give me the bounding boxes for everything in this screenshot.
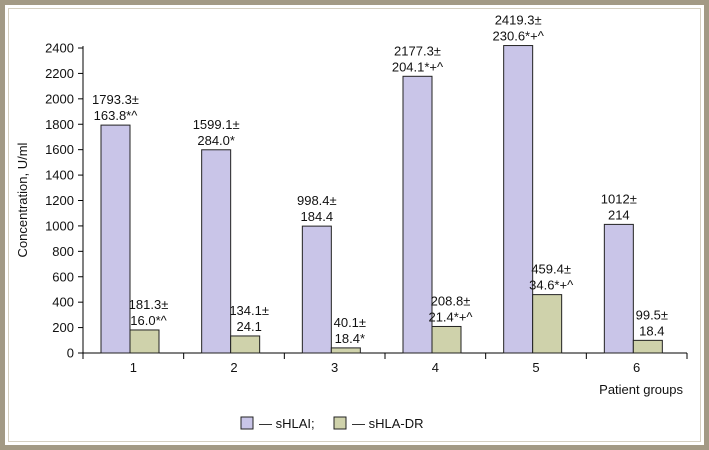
bar-shlai-group-3 [301,225,332,354]
y-tick-label: 1600 [45,142,74,157]
legend-label-shla-dr: — sHLA-DR [352,416,424,431]
legend-swatch-shlai [240,416,254,430]
data-label: 181.3± [129,297,169,312]
y-tick-label: 1200 [45,193,74,208]
x-tick-label: 5 [532,360,539,375]
data-label: 2177.3± [394,43,441,58]
y-tick-label: 0 [67,346,74,361]
data-label: 284.0* [197,133,235,148]
y-tick-label: 2000 [45,91,74,106]
data-label: 134.1± [229,303,269,318]
data-label: 18.4* [335,331,365,346]
data-label: 16.0*^ [130,313,167,328]
y-tick-label: 2200 [45,66,74,81]
data-label: 34.6*+^ [529,278,574,293]
y-tick-label: 1400 [45,168,74,183]
y-tick-label: 400 [52,295,74,310]
y-tick-label: 1800 [45,117,74,132]
x-tick-label: 6 [633,360,640,375]
data-label: 1793.3± [92,92,139,107]
data-labels: 1793.3±163.8*^ 1599.1±284.0* 998.4±184.4 21… [92,13,668,346]
data-label: 459.4± [531,262,571,277]
data-label: 24.1 [237,319,262,334]
data-label: 18.4 [639,323,664,338]
y-tick-label: 600 [52,269,74,284]
y-tick-label: 1000 [45,218,74,233]
y-tick-label: 2400 [45,41,74,56]
bar-shla-dr-group-3 [330,347,361,354]
data-label: 208.8± [431,293,471,308]
data-label: 40.1± [334,315,366,330]
y-axis-label: Concentration, U/ml [15,142,30,257]
bar-shlai-group-1 [100,124,131,354]
x-tick-label: 2 [230,360,237,375]
x-axis-label: Patient groups [599,382,683,397]
bar-shlai-group-5 [503,45,534,354]
legend: — sHLAI; — sHLA-DR [240,416,424,431]
bar-shla-dr-group-4 [431,325,462,354]
bar-shla-dr-group-2 [230,335,261,354]
legend-label-shlai: — sHLAI; [259,416,315,431]
data-label: 163.8*^ [94,108,139,123]
data-label: 21.4*+^ [428,309,473,324]
y-tick-label: 200 [52,320,74,335]
y-tick-label: 800 [52,244,74,259]
x-tick-label: 1 [130,360,137,375]
x-axis: 1 2 3 4 5 6 [82,352,688,375]
data-label: 230.6*+^ [493,29,545,44]
data-label: 99.5± [636,307,668,322]
data-label: 214 [608,207,630,222]
bars [100,45,663,354]
x-tick-label: 4 [432,360,439,375]
bar-shla-dr-group-6 [632,339,663,354]
x-tick-label: 3 [331,360,338,375]
data-label: 1599.1± [193,117,240,132]
data-label: 204.1*+^ [392,59,444,74]
data-label: 2419.3± [495,13,542,28]
bar-shla-dr-group-5 [532,294,563,354]
data-label: 1012± [601,191,637,206]
data-label: 998.4± [297,193,337,208]
bar-shla-dr-group-1 [129,329,160,354]
y-axis: 0 200 400 600 800 1000 1200 1400 1600 1800 2000 220… [45,41,84,361]
bar-shlai-group-2 [201,149,232,354]
data-label: 184.4 [301,209,334,224]
bar-shlai-group-6 [603,223,634,354]
bar-shlai-group-4 [402,75,433,354]
chart-inner-border [8,8,701,442]
legend-swatch-shla-dr [333,416,347,430]
